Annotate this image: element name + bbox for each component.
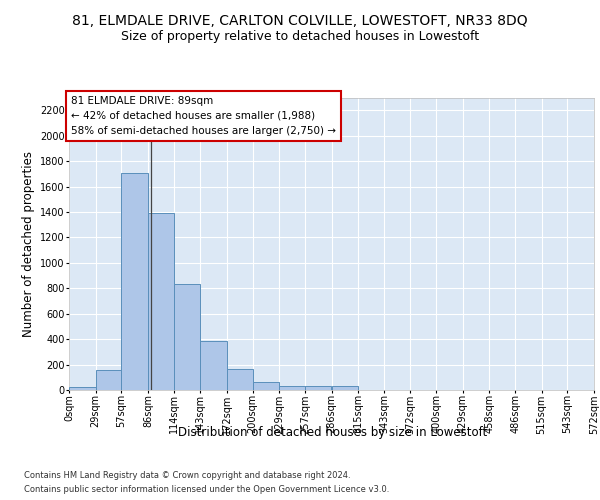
Text: Contains HM Land Registry data © Crown copyright and database right 2024.: Contains HM Land Registry data © Crown c… — [24, 472, 350, 480]
Text: Size of property relative to detached houses in Lowestoft: Size of property relative to detached ho… — [121, 30, 479, 43]
Bar — [227, 369, 253, 390]
Bar — [69, 388, 95, 390]
Bar — [253, 382, 279, 390]
Text: 81 ELMDALE DRIVE: 89sqm
← 42% of detached houses are smaller (1,988)
58% of semi: 81 ELMDALE DRIVE: 89sqm ← 42% of detache… — [71, 96, 336, 136]
Bar — [95, 370, 121, 390]
Text: Contains public sector information licensed under the Open Government Licence v3: Contains public sector information licen… — [24, 484, 389, 494]
Bar — [200, 341, 227, 390]
Bar — [331, 386, 358, 390]
Bar — [305, 386, 331, 390]
Bar — [173, 284, 200, 390]
Bar — [121, 172, 148, 390]
Bar — [148, 212, 173, 390]
Y-axis label: Number of detached properties: Number of detached properties — [22, 151, 35, 337]
Text: Distribution of detached houses by size in Lowestoft: Distribution of detached houses by size … — [178, 426, 488, 439]
Text: 81, ELMDALE DRIVE, CARLTON COLVILLE, LOWESTOFT, NR33 8DQ: 81, ELMDALE DRIVE, CARLTON COLVILLE, LOW… — [72, 14, 528, 28]
Bar — [279, 386, 305, 390]
